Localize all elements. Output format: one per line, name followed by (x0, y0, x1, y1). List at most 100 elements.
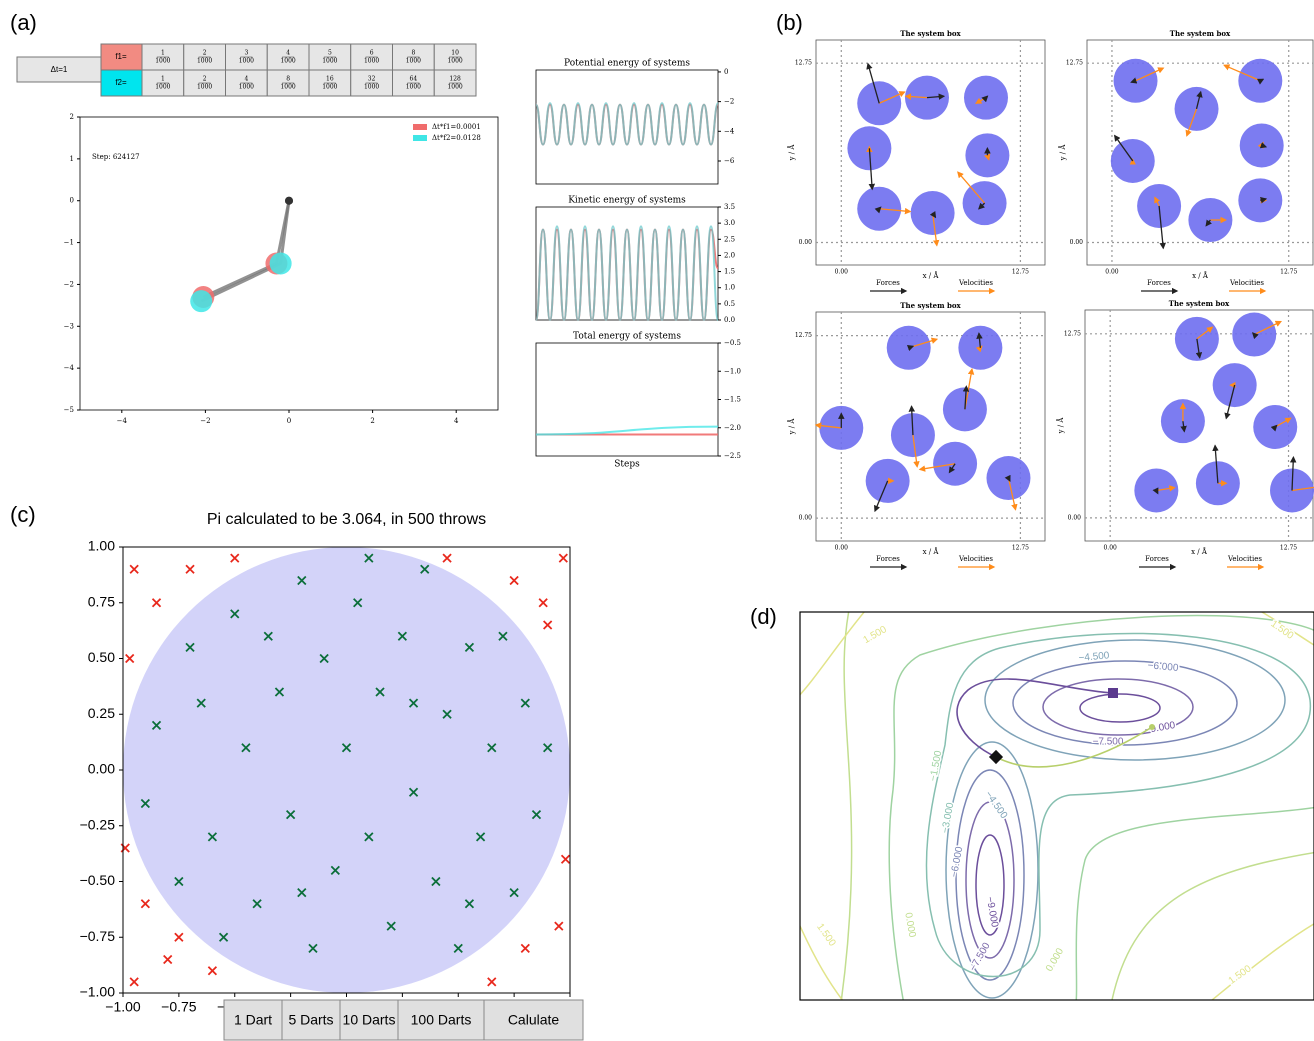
y-tick-label: 0.50 (88, 649, 115, 665)
numerator: 5 (328, 50, 332, 57)
contour-line (1080, 694, 1160, 722)
energy-line (536, 230, 718, 320)
contour-label: 1.500 (814, 922, 838, 949)
legend-label: Δt*f1=0.0001 (432, 123, 481, 131)
button-label[interactable]: 1 Dart (234, 1012, 272, 1028)
button-label[interactable]: 10 Darts (343, 1012, 396, 1028)
x-tick-label: 0.00 (1103, 545, 1117, 552)
y-tick-label: −4 (724, 127, 735, 135)
pendulum-bob (190, 290, 212, 312)
denominator: 1000 (197, 84, 212, 91)
y-tick-label: −3 (64, 322, 74, 330)
energy-line (536, 427, 718, 435)
panel-label: (a) (10, 10, 37, 35)
denominator: 1000 (406, 84, 421, 91)
x-tick-label: −0.75 (161, 999, 197, 1015)
y-tick-label: 3.0 (724, 219, 735, 227)
numerator: 8 (411, 50, 415, 57)
y-tick-label: 0.00 (799, 515, 813, 522)
x-tick-label: 0.00 (1105, 269, 1119, 276)
contour-label: −4.500 (983, 789, 1010, 821)
numerator: 4 (286, 50, 290, 57)
dart (164, 956, 172, 964)
dart (153, 599, 161, 607)
y-tick-label: −0.50 (80, 872, 116, 888)
legend-label: Velocities (1229, 279, 1264, 287)
y-tick-label: 2.5 (724, 235, 735, 243)
y-tick-label: −1 (64, 239, 74, 247)
numerator: 10 (451, 50, 459, 57)
y-tick-label: 0.00 (1068, 514, 1082, 521)
x-tick-label: 12.75 (1280, 545, 1297, 552)
dart (126, 655, 134, 663)
y-tick-label: −2 (724, 98, 734, 106)
y-tick-label: −0.5 (724, 339, 741, 347)
dart (175, 933, 183, 941)
contour-label: 1.500 (1227, 963, 1254, 987)
y-axis-label: y / Å (787, 144, 796, 162)
denominator: 1000 (364, 58, 379, 65)
numerator: 1 (161, 50, 165, 57)
dart (231, 554, 239, 562)
pendulum-pivot (285, 197, 293, 205)
y-tick-label: 12.75 (795, 332, 812, 339)
y-tick-label: 0.25 (88, 705, 115, 721)
dart (521, 944, 529, 952)
denominator: 1000 (280, 84, 295, 91)
dart (121, 844, 129, 852)
legend-label: Velocities (958, 555, 993, 563)
denominator: 1000 (280, 58, 295, 65)
numerator: 2 (203, 76, 207, 83)
panel-label: (d) (750, 604, 777, 629)
x-axis-label: x / Å (923, 547, 940, 556)
legend-label: Forces (1145, 555, 1169, 563)
point-marker (1149, 724, 1155, 730)
y-tick-label: −1.0 (724, 367, 741, 375)
y-tick-label: −0.75 (80, 928, 116, 944)
y-tick-label: 1.5 (724, 268, 735, 276)
x-tick-label: 12.75 (1280, 269, 1297, 276)
numerator: 64 (410, 76, 418, 83)
annotation: Step: 624127 (92, 153, 140, 161)
y-tick-label: −2 (64, 280, 74, 288)
chart-title: The system box (1170, 29, 1231, 38)
numerator: 8 (286, 76, 290, 83)
contour-label: 0.000 (902, 912, 917, 939)
legend-swatch (413, 124, 427, 130)
y-tick-label: 1.00 (88, 538, 115, 554)
dart (539, 599, 547, 607)
legend-label: Δt*f2=0.0128 (432, 134, 481, 142)
denominator: 1000 (155, 84, 170, 91)
contour-label: −9.000 (984, 896, 1000, 929)
legend-label: Forces (876, 279, 900, 287)
pendulum-rod (201, 201, 289, 301)
dart (443, 554, 451, 562)
panel-label: (c) (10, 502, 36, 527)
dart (141, 900, 149, 908)
y-tick-label: 3.5 (724, 203, 735, 211)
chart-title: Potential energy of systems (564, 59, 690, 69)
energy-line (536, 105, 718, 145)
denominator: 1000 (447, 84, 462, 91)
numerator: 32 (368, 76, 376, 83)
button-label[interactable]: 100 Darts (411, 1012, 472, 1028)
energy-line (536, 226, 718, 320)
contour-label: −3.000 (940, 801, 956, 834)
plot-frame (536, 70, 718, 184)
y-tick-label: 12.75 (795, 60, 812, 67)
y-tick-label: −2.0 (724, 424, 741, 432)
chart-title: The system box (1169, 299, 1230, 308)
y-tick-label: 0.75 (88, 593, 115, 609)
trajectory-path (996, 727, 1152, 767)
x-tick-label: 4 (454, 417, 459, 425)
contour-label: −1.500 (928, 749, 944, 782)
numerator: 1 (161, 76, 165, 83)
x-axis-label: x / Å (1192, 271, 1209, 280)
legend-label: Forces (876, 555, 900, 563)
y-tick-label: −0.25 (80, 816, 116, 832)
button-label[interactable]: Calulate (508, 1012, 560, 1028)
y-tick-label: 0.0 (724, 316, 735, 324)
denominator: 1000 (239, 58, 254, 65)
button-label[interactable]: 5 Darts (288, 1012, 333, 1028)
x-tick-label: −4 (117, 417, 128, 425)
